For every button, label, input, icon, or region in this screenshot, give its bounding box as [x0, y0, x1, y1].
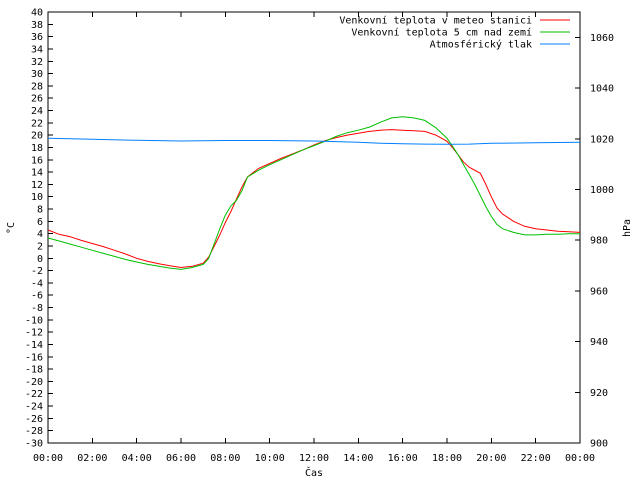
y-tick-label: -14 — [25, 340, 43, 351]
x-tick-label: 12:00 — [299, 453, 329, 464]
y-tick-label: -18 — [25, 365, 43, 376]
y-tick-label: -12 — [25, 328, 43, 339]
series-line-1 — [47, 129, 581, 269]
y-tick-label: -8 — [31, 303, 43, 314]
y2-axis-label: hPa — [622, 219, 633, 237]
y-tick-label: 8 — [37, 205, 43, 216]
y-tick-label: 6 — [37, 217, 43, 228]
y2-tick-label: 980 — [590, 236, 608, 247]
y-tick-label: 32 — [31, 57, 43, 68]
y-tick-label: 24 — [31, 106, 43, 117]
y-tick-label: -10 — [25, 315, 43, 326]
y-axis-label: °C — [6, 222, 17, 234]
x-tick-label: 06:00 — [166, 453, 196, 464]
y2-axis-ticks: 900 920 940 960 980 1000 1020 1040 1060 — [575, 33, 614, 450]
y-tick-label: 10 — [31, 192, 43, 203]
y-tick-label: -16 — [25, 352, 43, 363]
y-tick-label: 38 — [31, 20, 43, 31]
y-tick-label: 20 — [31, 131, 43, 142]
x-axis-ticks: 00:00 02:00 04:00 06:00 08:00 10:00 12:00 14:00… — [33, 12, 595, 464]
y-tick-label: -24 — [25, 402, 43, 413]
series-line-2 — [47, 116, 580, 270]
y-tick-label: 12 — [31, 180, 43, 191]
y-tick-label: 14 — [31, 168, 43, 179]
y-tick-label: 2 — [37, 241, 43, 252]
y-tick-label: 26 — [31, 94, 43, 105]
y-tick-label: 34 — [31, 44, 43, 55]
x-tick-label: 00:00 — [565, 453, 595, 464]
x-tick-label: 18:00 — [432, 453, 462, 464]
x-tick-label: 22:00 — [521, 453, 551, 464]
y-tick-label: -30 — [25, 439, 43, 450]
y-tick-label: 40 — [31, 8, 43, 19]
y2-tick-label: 960 — [590, 286, 608, 297]
y2-tick-label: 1020 — [590, 134, 614, 145]
y-tick-label: 22 — [31, 118, 43, 129]
y-tick-label: 28 — [31, 81, 43, 92]
y-tick-label: 16 — [31, 155, 43, 166]
x-tick-label: 10:00 — [255, 453, 285, 464]
x-axis-label: Čas — [305, 466, 323, 479]
y2-tick-label: 1060 — [590, 33, 614, 44]
legend-label-2: Venkovní teplota 5 cm nad zemí — [351, 27, 532, 39]
legend-label-1: Venkovní teplota v meteo stanici — [339, 15, 532, 27]
y-tick-label: -20 — [25, 377, 43, 388]
y-tick-label: 0 — [37, 254, 43, 265]
series-line-3 — [47, 137, 581, 145]
x-tick-label: 08:00 — [210, 453, 240, 464]
y-tick-label: -26 — [25, 414, 43, 425]
y-tick-label: -22 — [25, 389, 43, 400]
y-tick-label: 30 — [31, 69, 43, 80]
y-tick-label: -6 — [31, 291, 43, 302]
y2-tick-label: 1000 — [590, 185, 614, 196]
y-tick-label: -4 — [31, 278, 43, 289]
x-tick-label: 00:00 — [33, 453, 63, 464]
legend: Venkovní teplota v meteo staniciVenkovní… — [339, 15, 570, 51]
y2-tick-label: 900 — [590, 439, 608, 450]
x-tick-label: 20:00 — [476, 453, 506, 464]
y-axis-ticks: -30-28-26-24-22-20-18-16-14-12-10-8-6-4-… — [25, 8, 53, 450]
y-tick-label: -28 — [25, 426, 43, 437]
y2-tick-label: 920 — [590, 388, 608, 399]
y-tick-label: 36 — [31, 32, 43, 43]
x-tick-label: 02:00 — [77, 453, 107, 464]
legend-label-3: Atmosférický tlak — [430, 39, 532, 51]
x-tick-label: 04:00 — [122, 453, 152, 464]
x-tick-label: 16:00 — [388, 453, 418, 464]
y-tick-label: 18 — [31, 143, 43, 154]
y2-tick-label: 1040 — [590, 84, 614, 95]
y2-tick-label: 940 — [590, 337, 608, 348]
series-lines — [47, 116, 581, 270]
y-tick-label: 4 — [37, 229, 43, 240]
y-tick-label: -2 — [31, 266, 43, 277]
x-tick-label: 14:00 — [343, 453, 373, 464]
